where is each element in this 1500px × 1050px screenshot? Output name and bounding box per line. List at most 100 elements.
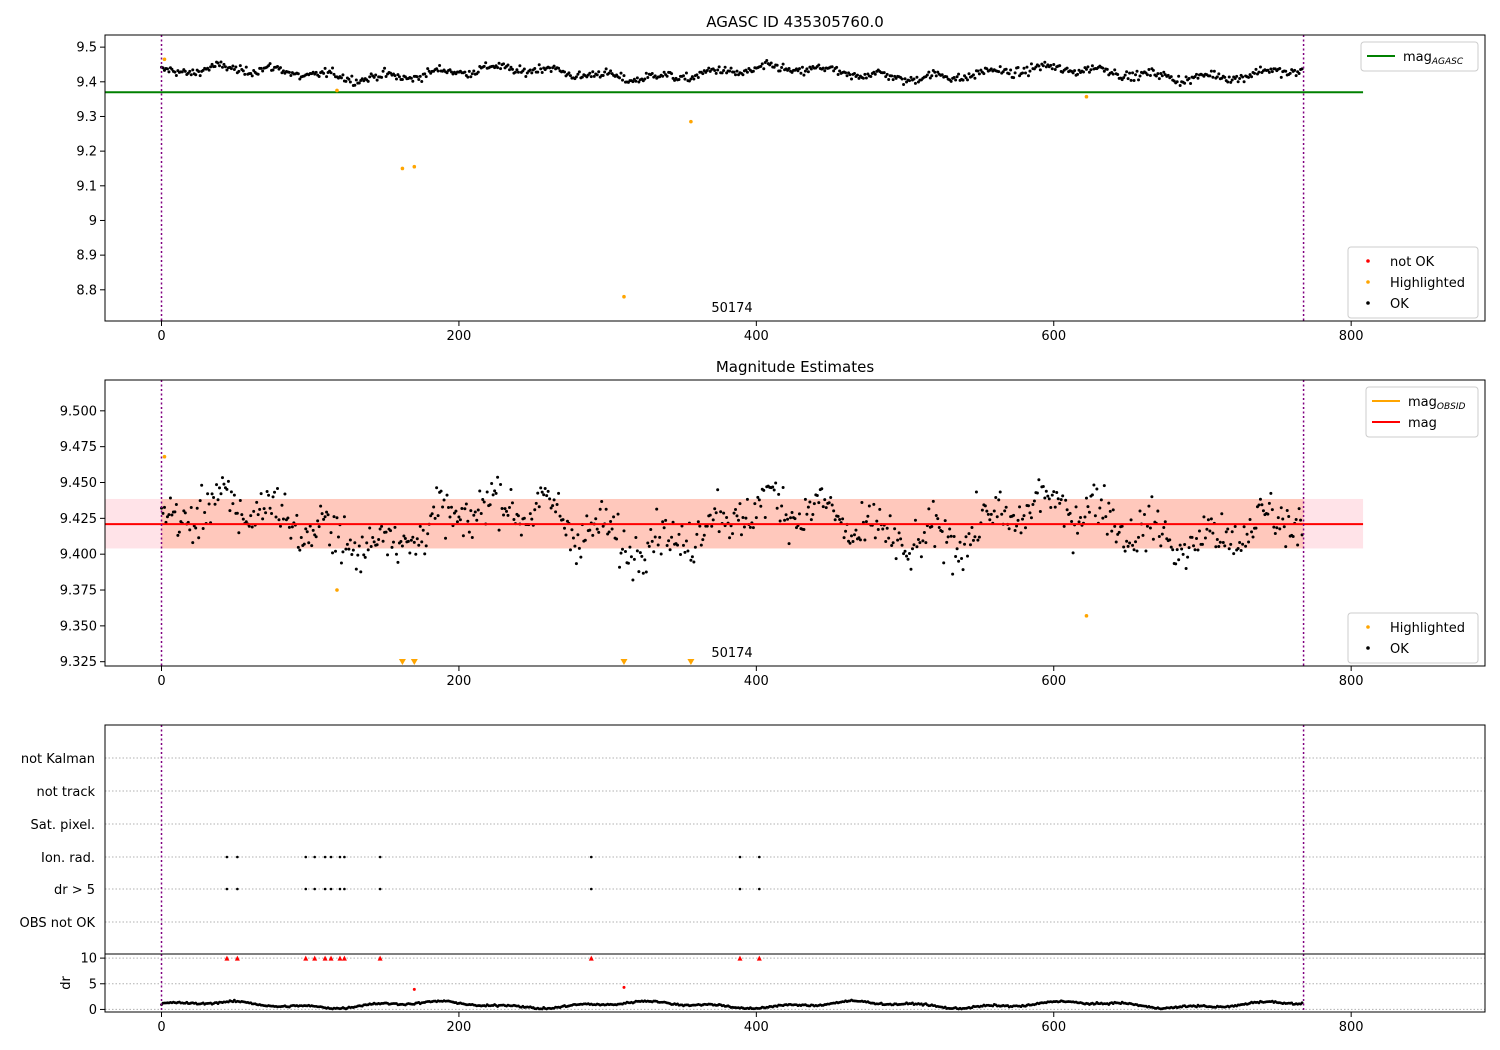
p2-ok-point [1032, 499, 1036, 503]
p2-ok-point [444, 536, 448, 540]
p1-ok-point [1128, 71, 1132, 75]
p2-ok-point [955, 547, 959, 551]
p1-ok-point [278, 66, 282, 70]
p2-ok-point [997, 498, 1001, 502]
p2-ok-point [713, 507, 717, 511]
p1-ok-point [1071, 71, 1075, 75]
p2-ok-point [867, 504, 871, 508]
p1-ok-point [1227, 75, 1231, 79]
p1-ok-point [381, 69, 385, 73]
p2-ok-point [493, 489, 497, 493]
p1-ok-point [1086, 65, 1090, 69]
p1-ok-point [420, 79, 424, 83]
p2-ok-point [371, 535, 375, 539]
p1-ok-point [552, 64, 556, 68]
p2-ok-point [281, 517, 285, 521]
p1-ok-point [567, 71, 571, 75]
p2-ok-point [342, 515, 346, 519]
p1-ok-point [780, 65, 784, 69]
p1-ok-point [1196, 76, 1200, 80]
p2-ok-point [683, 550, 687, 554]
p1-ok-point [530, 71, 534, 75]
p2-ok-point [540, 490, 544, 494]
p1-ok-point [496, 66, 500, 70]
p1-ok-point [375, 78, 379, 82]
p2-clipped-marker [410, 659, 418, 665]
p4-clipped-marker [377, 955, 383, 961]
p1-ok-point [518, 64, 522, 68]
p2-ok-point [262, 507, 266, 511]
p2-ok-point [192, 524, 196, 528]
p2-ok-point [1254, 526, 1258, 530]
p2-ok-point [568, 548, 572, 552]
p3-flag-point [236, 855, 239, 859]
p2-ytick-label: 9.450 [60, 476, 97, 491]
p2-ok-point [1239, 548, 1243, 552]
p2-ok-point [546, 489, 550, 493]
p1-ok-point [188, 69, 192, 73]
panel-4-ylabel: dr [59, 976, 74, 990]
p2-ok-point [1193, 548, 1197, 552]
p1-ok-point [940, 73, 944, 77]
p1-ok-point [796, 69, 800, 73]
p2-ok-point [1018, 505, 1022, 509]
p2-ok-point [162, 505, 166, 509]
p2-ok-point [977, 535, 981, 539]
p2-ok-point [470, 535, 474, 539]
p1-ok-point [957, 72, 961, 76]
p2-ok-point [1135, 549, 1139, 553]
p2-ok-point [857, 536, 861, 540]
p4-clipped-marker [312, 955, 318, 961]
p2-ok-point [1257, 503, 1261, 507]
p2-ok-point [903, 549, 907, 553]
p2-ok-point [244, 520, 248, 524]
p2-ok-point [561, 518, 565, 522]
p2-ok-point [619, 551, 623, 555]
p1-ok-point [760, 62, 764, 66]
p1-top-legend-frame [1360, 41, 1479, 72]
p2-ok-point [554, 510, 558, 514]
p2-ok-point [442, 498, 446, 502]
p2-ok-point [228, 509, 232, 513]
p2-ok-point [417, 543, 421, 547]
p1-ok-point [445, 71, 449, 75]
p1-ok-point [873, 72, 877, 76]
p2-ok-point [210, 492, 214, 496]
p2-ok-point [1031, 503, 1035, 507]
p2-ok-point [832, 509, 836, 513]
p2-ok-point [887, 536, 891, 540]
panel-2-frame [104, 379, 1486, 667]
p2-xtick-label: 0 [157, 674, 165, 689]
p2-ok-point [261, 517, 265, 521]
p1-highlighted-point [1084, 94, 1089, 99]
p2-ok-point [1215, 538, 1219, 542]
p1-ok-point [350, 74, 354, 78]
p1-ok-point [913, 81, 917, 85]
p2-ok-point [736, 518, 740, 522]
p2-ok-point [632, 557, 636, 561]
p2-ok-point [418, 524, 422, 528]
p2-ok-point [609, 519, 613, 523]
p2-ok-point [824, 506, 828, 510]
p2-top-legend-label: mag [1408, 416, 1437, 431]
p1-ok-point [1166, 73, 1170, 77]
p1-ok-point [317, 74, 321, 78]
p2-ok-point [423, 552, 427, 556]
p2-ytick-label: 9.500 [60, 404, 97, 419]
p1-ok-point [741, 73, 745, 77]
p2-ok-point [1138, 509, 1142, 513]
p1-ok-point [634, 79, 638, 83]
p4-clipped-marker [328, 955, 334, 961]
p1-ok-point [234, 65, 238, 69]
p1-ok-point [510, 67, 514, 71]
p2-ok-point [681, 543, 685, 547]
p2-ok-point [1186, 555, 1190, 559]
p1-ok-point [1193, 75, 1197, 79]
p1-ok-point [372, 75, 376, 79]
p2-ok-point [731, 532, 735, 536]
p1-ok-point [173, 70, 177, 74]
p1-ok-point [244, 65, 248, 69]
p2-ok-point [1270, 508, 1274, 512]
p2-ok-point [836, 514, 840, 518]
p2-ok-point [931, 499, 935, 503]
